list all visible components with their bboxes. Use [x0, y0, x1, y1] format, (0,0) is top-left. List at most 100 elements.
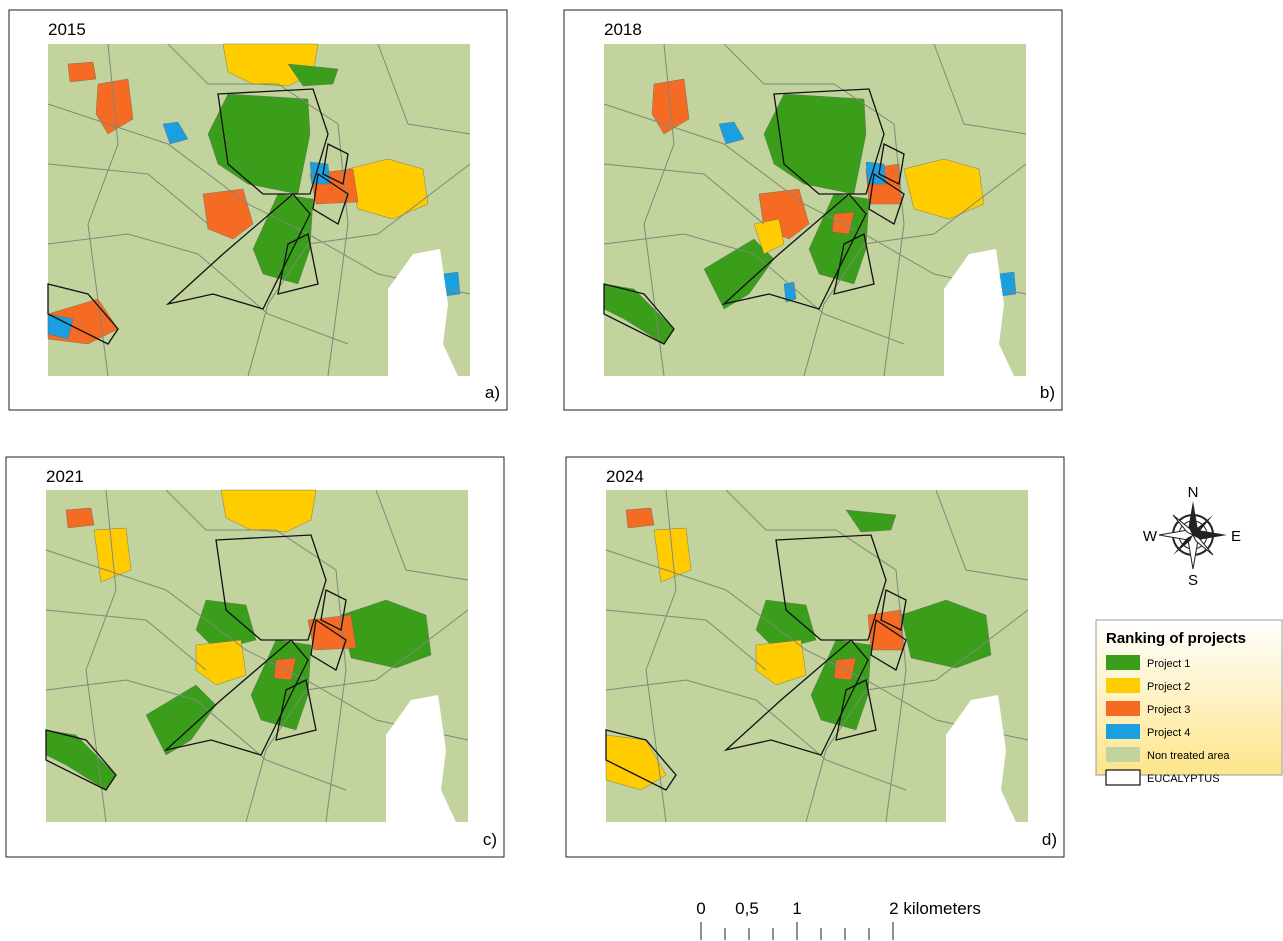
map	[603, 43, 1027, 377]
eucalyptus-outline	[721, 193, 867, 310]
project-patch	[65, 507, 95, 529]
road	[45, 549, 469, 741]
eucalyptus-outline	[163, 639, 309, 756]
panel-label: b)	[1040, 383, 1055, 402]
legend-label: Non treated area	[1147, 750, 1230, 762]
eucalyptus-outline	[165, 193, 311, 310]
eucalyptus-outline	[322, 143, 349, 185]
scale-label: 1	[792, 899, 801, 918]
legend-label: Project 1	[1147, 658, 1190, 670]
eucalyptus-outline	[723, 639, 869, 756]
road	[935, 489, 1029, 581]
water-area	[946, 695, 1016, 822]
scale-label: 0	[696, 899, 705, 918]
eucalyptus-outline	[310, 618, 347, 671]
eucalyptus-outline	[275, 679, 317, 741]
road	[603, 103, 1027, 295]
road	[47, 233, 349, 345]
road	[723, 43, 905, 377]
legend-label: Project 2	[1147, 681, 1190, 693]
eucalyptus-outline	[878, 143, 905, 185]
water-area	[386, 695, 456, 822]
project-patch	[222, 43, 319, 87]
eucalyptus-outline	[215, 534, 327, 641]
eucalyptus-outline	[773, 88, 885, 195]
road	[725, 489, 907, 823]
eucalyptus-outline	[312, 172, 349, 225]
road	[803, 163, 1027, 377]
compass: N E S W	[1143, 484, 1241, 589]
road	[643, 43, 675, 377]
project-patch	[845, 509, 897, 533]
water-area	[388, 249, 458, 376]
legend-swatch	[1106, 701, 1140, 716]
eucalyptus-outline	[217, 88, 329, 195]
road	[47, 163, 209, 225]
compass-n: N	[1188, 484, 1199, 501]
project-patch	[867, 609, 905, 651]
legend-title: Ranking of projects	[1106, 630, 1246, 647]
road	[377, 43, 471, 135]
eucalyptus-outline	[605, 729, 677, 791]
road	[605, 679, 907, 791]
project-patch	[252, 193, 314, 285]
project-patch	[900, 599, 992, 669]
eucalyptus-outline	[320, 589, 347, 631]
road	[805, 609, 1029, 823]
project-patch	[307, 614, 357, 651]
project-patch	[287, 63, 339, 87]
scale-label: 2 kilometers	[889, 899, 981, 918]
road	[167, 43, 349, 377]
compass-s: S	[1188, 572, 1198, 589]
project-patch	[625, 507, 655, 529]
project-patch	[347, 158, 429, 220]
eucalyptus-outline	[277, 233, 319, 295]
scale-bar: 0 0,5 1 2 kilometers	[696, 899, 981, 940]
road	[87, 43, 119, 377]
road	[375, 489, 469, 581]
map	[45, 489, 469, 823]
road	[245, 609, 469, 823]
road	[45, 609, 207, 671]
project-patch	[808, 193, 870, 285]
panel-label: a)	[485, 383, 500, 402]
road	[85, 489, 117, 823]
road	[605, 549, 1029, 741]
legend: Ranking of projects Project 1 Project 2 Pr…	[1095, 619, 1283, 786]
eucalyptus-outline	[45, 729, 117, 791]
scale-label: 0,5	[735, 899, 759, 918]
project-patch	[340, 599, 432, 669]
panel-label: c)	[483, 830, 497, 849]
project-patch	[47, 313, 74, 340]
eucalyptus-outline	[870, 618, 907, 671]
eucalyptus-outline	[833, 233, 875, 295]
panels: 2015 a) 2018 b) 2021 c) 2024 d)	[5, 9, 1065, 858]
panel-year: 2015	[48, 20, 86, 39]
legend-label: Project 4	[1147, 727, 1190, 739]
project-patch	[67, 61, 97, 83]
project-patch	[810, 639, 872, 731]
project-patch	[718, 121, 745, 145]
map	[47, 43, 471, 377]
legend-label: EUCALYPTUS	[1147, 773, 1220, 785]
panel-label: d)	[1042, 830, 1057, 849]
road	[933, 43, 1027, 135]
legend-swatch	[1106, 724, 1140, 739]
water-area	[944, 249, 1014, 376]
road	[603, 233, 905, 345]
eucalyptus-outline	[868, 172, 905, 225]
eucalyptus-outline	[835, 679, 877, 741]
road	[165, 489, 347, 823]
project-patch	[753, 218, 785, 255]
project-patch	[605, 734, 667, 791]
project-patch	[220, 489, 317, 533]
panel-year: 2021	[46, 467, 84, 486]
compass-e: E	[1231, 528, 1241, 545]
road	[45, 679, 347, 791]
road	[645, 489, 677, 823]
compass-w: W	[1143, 528, 1158, 545]
map	[605, 489, 1029, 823]
project-patch	[162, 121, 189, 145]
panel-year: 2018	[604, 20, 642, 39]
